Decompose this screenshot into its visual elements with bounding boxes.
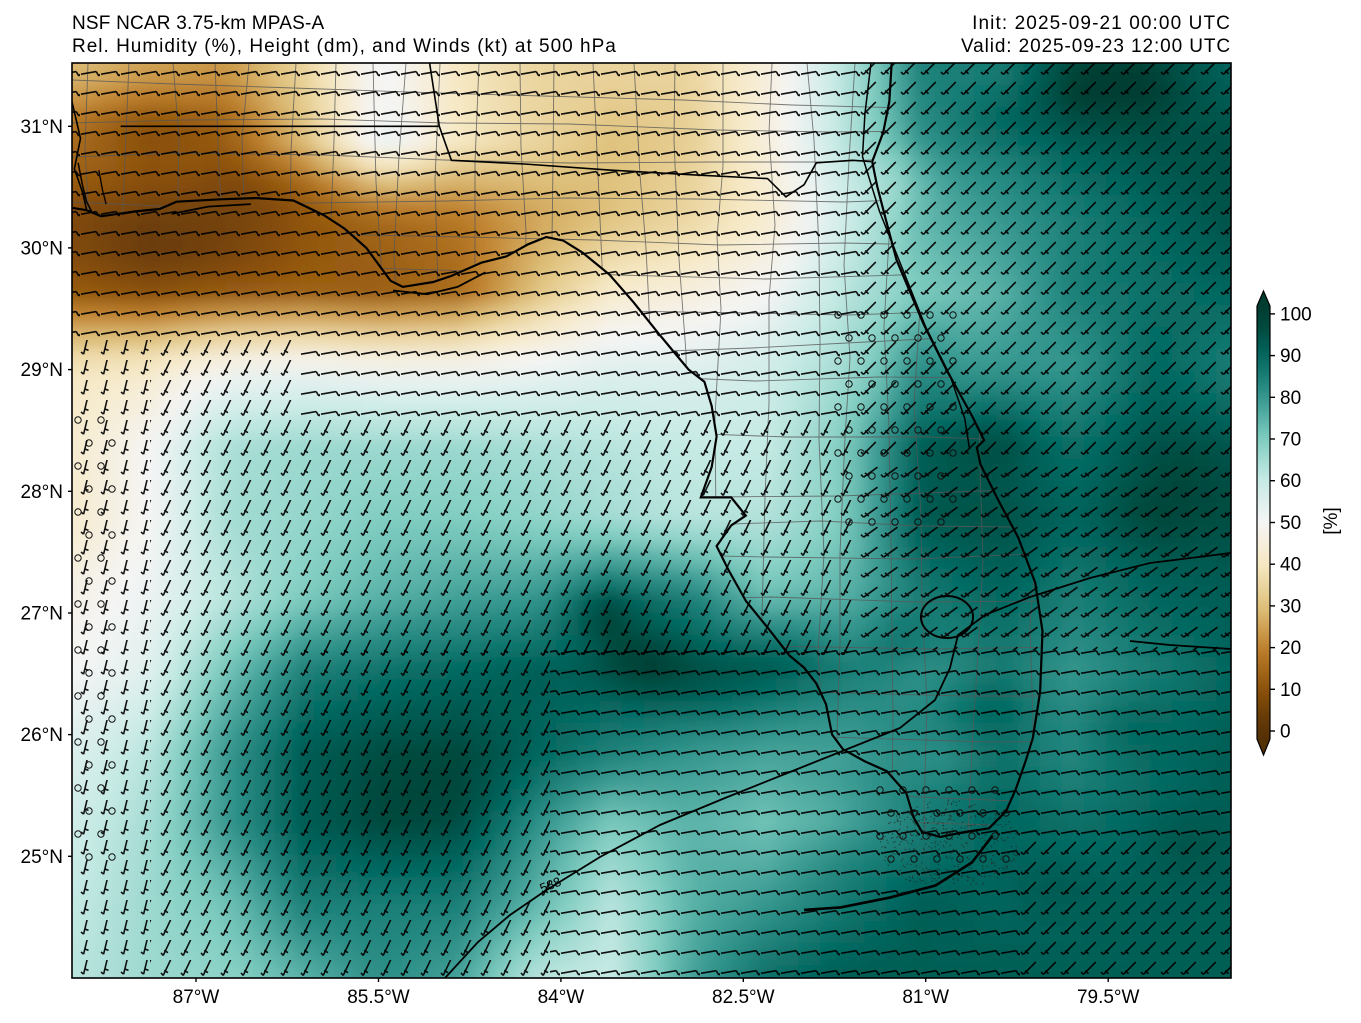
- svg-text:87°W: 87°W: [173, 987, 220, 1008]
- svg-text:Rel. Humidity (%), Height (dm): Rel. Humidity (%), Height (dm), and Wind…: [72, 36, 617, 57]
- svg-text:85.5°W: 85.5°W: [347, 987, 410, 1008]
- svg-text:60: 60: [1280, 471, 1301, 492]
- svg-text:28°N: 28°N: [21, 482, 63, 503]
- svg-text:70: 70: [1280, 430, 1301, 451]
- svg-text:90: 90: [1280, 346, 1301, 367]
- svg-text:80: 80: [1280, 388, 1301, 409]
- svg-text:79.5°W: 79.5°W: [1077, 987, 1140, 1008]
- svg-text:100: 100: [1280, 304, 1312, 325]
- svg-text:Init: 2025-09-21 00:00 UTC: Init: 2025-09-21 00:00 UTC: [972, 13, 1231, 34]
- svg-text:30°N: 30°N: [21, 238, 63, 259]
- svg-text:29°N: 29°N: [21, 360, 63, 381]
- svg-text:30: 30: [1280, 596, 1301, 617]
- svg-text:0: 0: [1280, 722, 1291, 743]
- svg-text:31°N: 31°N: [21, 117, 63, 138]
- svg-text:Valid: 2025-09-23 12:00 UTC: Valid: 2025-09-23 12:00 UTC: [961, 36, 1231, 57]
- svg-text:82.5°W: 82.5°W: [712, 987, 775, 1008]
- svg-text:26°N: 26°N: [21, 725, 63, 746]
- svg-text:NSF NCAR 3.75-km MPAS-A: NSF NCAR 3.75-km MPAS-A: [72, 13, 324, 34]
- svg-text:20: 20: [1280, 638, 1301, 659]
- svg-text:84°W: 84°W: [538, 987, 585, 1008]
- svg-text:27°N: 27°N: [21, 604, 63, 625]
- svg-text:10: 10: [1280, 680, 1301, 701]
- svg-text:50: 50: [1280, 513, 1301, 534]
- svg-text:81°W: 81°W: [902, 987, 949, 1008]
- svg-text:25°N: 25°N: [21, 847, 63, 868]
- svg-text:[%]: [%]: [1321, 507, 1342, 534]
- svg-text:40: 40: [1280, 555, 1301, 576]
